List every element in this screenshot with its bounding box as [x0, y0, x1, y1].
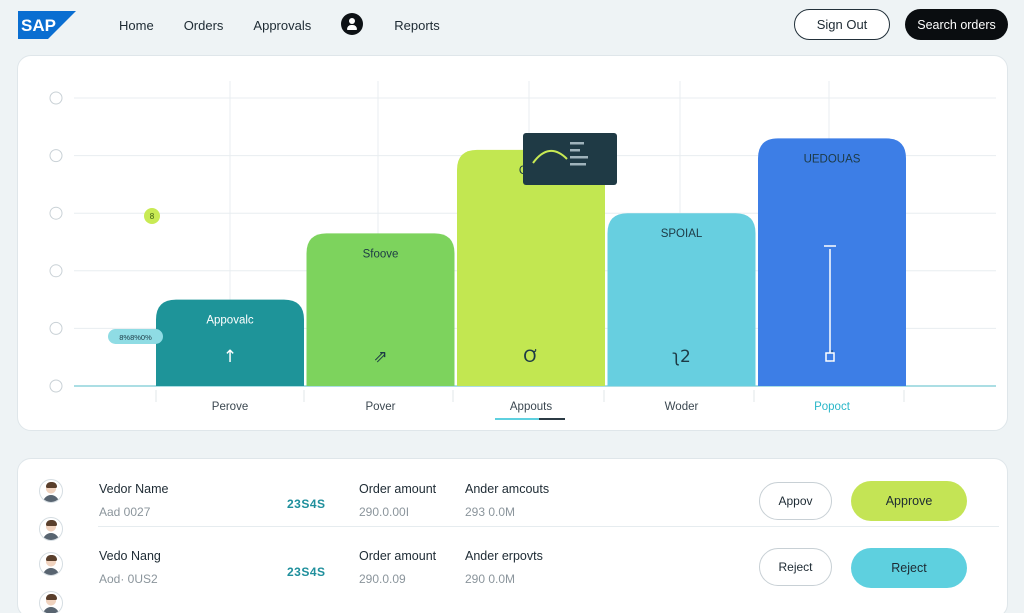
green-dot[interactable] [144, 208, 160, 224]
slider-handle[interactable] [825, 352, 835, 362]
order-amount-value: 290.0.09 [359, 572, 406, 586]
svg-text:SAP: SAP [21, 16, 56, 35]
order-code: 23S4S [287, 565, 326, 579]
nav-approvals[interactable]: Approvals [253, 18, 312, 33]
bar-icon: Ơ [523, 347, 539, 367]
search-orders-button[interactable]: Search orders [905, 9, 1008, 40]
active-underline [495, 418, 539, 420]
grid-radio[interactable] [49, 149, 63, 163]
approve-outline-button[interactable]: Appov [759, 482, 832, 520]
tooltip-line [570, 149, 580, 152]
avatar [39, 591, 63, 613]
main-nav: Home Orders Approvals Reports [119, 13, 470, 35]
bar-chart: 8Appovalc↑PeroveSfoove⇗PoverCERƠAppoutsS… [49, 81, 996, 420]
x-tick-label[interactable]: Popoct [814, 401, 851, 413]
y-marker-label: 8%8%0% [119, 333, 152, 342]
x-tick-label[interactable]: Pover [365, 401, 395, 413]
order-amount-label: Order amount [359, 482, 437, 496]
bar-label: SPOIAL [661, 228, 703, 240]
green-dot-label: 8 [150, 212, 155, 221]
tooltip-line [570, 142, 584, 145]
active-underline [539, 418, 565, 420]
vendor-id: Aad 0027 [99, 505, 151, 519]
vendor-id: Aod· 0US2 [99, 572, 158, 586]
reject-button[interactable]: Reject [851, 548, 967, 588]
nav-orders[interactable]: Orders [183, 18, 224, 33]
bar-icon: ↑ [223, 347, 237, 367]
user-icon[interactable] [341, 13, 364, 35]
grid-radio[interactable] [49, 321, 63, 335]
sparkline-icon [532, 150, 568, 164]
vendor-name: Vedor Name [99, 482, 169, 496]
table-row: Vedor Name Aad 0027 23S4S Order amount 2… [18, 459, 1007, 541]
amounts-value: 290 0.0M [465, 572, 516, 586]
reject-outline-button[interactable]: Reject [759, 548, 832, 586]
bar-label: Appovalc [206, 315, 254, 327]
grid-radio[interactable] [49, 206, 63, 220]
bar-icon: ʅ2 [672, 347, 691, 367]
top-bar: SAP Home Orders Approvals Reports Sign O… [0, 0, 1024, 50]
nav-home[interactable]: Home [119, 18, 154, 33]
avatar [39, 479, 63, 503]
order-amount-label: Order amount [359, 549, 437, 563]
bar[interactable] [457, 149, 605, 386]
x-tick-label[interactable]: Perove [212, 401, 248, 413]
bar[interactable] [758, 138, 906, 386]
bar-icon: ⇗ [373, 347, 387, 367]
avatar [39, 552, 63, 576]
amounts-label: Ander amcouts [465, 482, 550, 496]
grid-radio[interactable] [49, 91, 63, 105]
chart-card: 8Appovalc↑PeroveSfoove⇗PoverCERƠAppoutsS… [17, 55, 1008, 431]
order-amount-value: 290.0.00I [359, 505, 410, 519]
grid-radio[interactable] [49, 264, 63, 278]
avatar [39, 517, 63, 541]
approvals-table: Vedor Name Aad 0027 23S4S Order amount 2… [17, 458, 1008, 613]
divider [98, 526, 999, 527]
sign-out-button[interactable]: Sign Out [794, 9, 890, 40]
grid-radio[interactable] [49, 379, 63, 393]
bar[interactable] [607, 213, 756, 386]
approve-button[interactable]: Approve [851, 481, 967, 521]
order-code: 23S4S [287, 497, 326, 511]
bar-label: Sfoove [363, 248, 399, 260]
x-tick-label[interactable]: Appouts [510, 401, 552, 413]
bar[interactable] [306, 233, 455, 386]
table-row: Vedo Nang Aod· 0US2 23S4S Order amount 2… [18, 527, 1007, 613]
amounts-label: Ander erpovts [465, 549, 543, 563]
tooltip-line [570, 163, 586, 166]
tooltip-line [570, 156, 588, 159]
amounts-value: 293 0.0M [465, 505, 516, 519]
x-tick-label[interactable]: Woder [665, 401, 699, 413]
bar[interactable] [156, 299, 304, 386]
sap-logo[interactable]: SAP [18, 11, 76, 39]
tooltip [523, 133, 617, 185]
bar-label: UEDOUAS [804, 153, 861, 165]
nav-reports[interactable]: Reports [394, 18, 440, 33]
vendor-name: Vedo Nang [99, 549, 161, 563]
y-marker-pill[interactable] [108, 329, 163, 344]
